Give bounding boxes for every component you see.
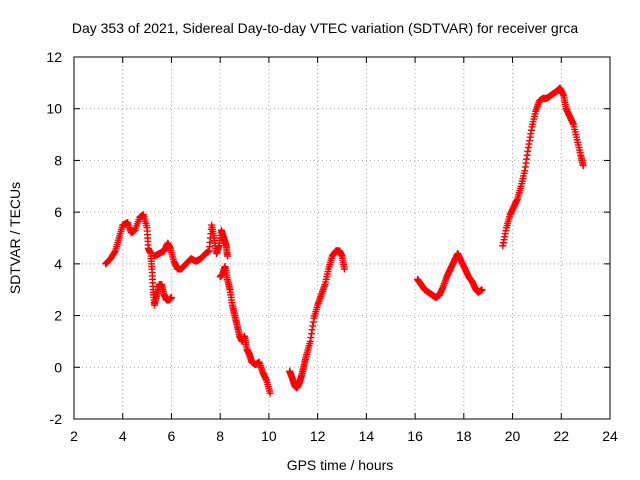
y-tick-label: 6 <box>54 204 62 220</box>
plot-frame <box>73 56 611 420</box>
y-tick-label: 4 <box>54 256 62 272</box>
y-tick-label: 0 <box>54 359 62 375</box>
x-tick-label: 14 <box>359 428 375 444</box>
y-tick-label: -2 <box>50 411 63 427</box>
y-axis-label: SDTVAR / TECUs <box>7 182 23 294</box>
data-point <box>579 162 587 170</box>
x-tick-label: 24 <box>602 428 618 444</box>
y-tick-label: 8 <box>54 152 62 168</box>
data-point <box>111 248 119 256</box>
y-tick-label: 2 <box>54 308 62 324</box>
x-tick-label: 20 <box>505 428 521 444</box>
data-point <box>167 293 175 301</box>
x-tick-label: 10 <box>261 428 277 444</box>
data-point <box>340 265 348 273</box>
data-point <box>478 286 486 294</box>
x-tick-label: 2 <box>70 428 78 444</box>
x-axis-label: GPS time / hours <box>287 457 394 473</box>
data-point <box>266 389 274 397</box>
x-tick-label: 8 <box>216 428 224 444</box>
data-points <box>102 84 587 397</box>
x-tick-label: 12 <box>310 428 326 444</box>
x-tick-label: 16 <box>407 428 423 444</box>
x-tick-label: 18 <box>456 428 472 444</box>
y-tick-label: 10 <box>46 101 62 117</box>
chart-title: Day 353 of 2021, Sidereal Day-to-day VTE… <box>72 20 578 36</box>
y-tick-label: 12 <box>46 49 62 65</box>
x-tick-label: 22 <box>553 428 569 444</box>
data-point <box>223 252 231 260</box>
x-axis-tick-labels: 2 4 6 8 10 12 14 16 18 20 22 24 <box>70 428 618 444</box>
x-tick-label: 6 <box>168 428 176 444</box>
y-axis-tick-labels: -2 0 2 4 6 8 10 12 <box>46 49 62 427</box>
x-tick-label: 4 <box>119 428 127 444</box>
grid <box>74 57 610 419</box>
axis-ticks <box>73 56 611 420</box>
